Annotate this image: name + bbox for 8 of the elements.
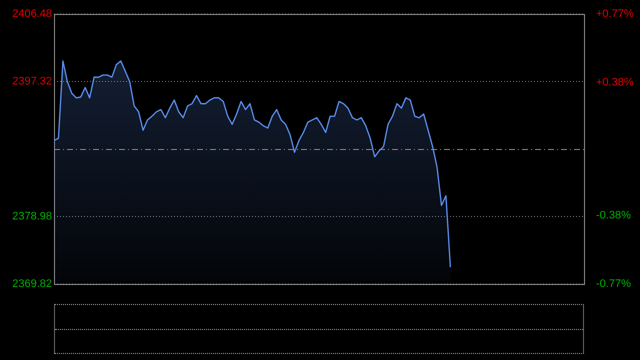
y2-tick-label: -0.77% [596,278,632,290]
y2-tick-label: +0.77% [596,8,634,20]
y2-tick-label: -0.38% [596,210,632,222]
y2-tick-label: +0.38% [596,76,634,88]
y-tick-label: 2369.82 [12,278,52,290]
y-tick-label: 2406.48 [12,8,52,20]
y-tick-label: 2378.98 [12,210,52,223]
y-tick-label: 2397.32 [12,75,52,88]
